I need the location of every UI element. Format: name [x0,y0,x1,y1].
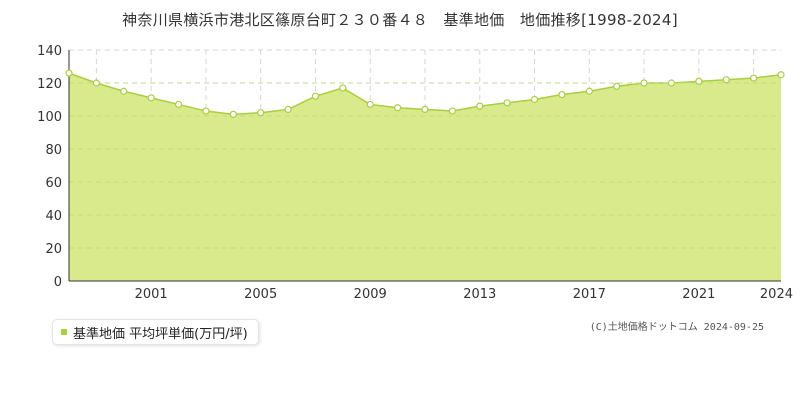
data-point [257,109,265,117]
data-point [284,105,292,114]
data-point [366,100,374,109]
chart-title: 神奈川県横浜市港北区篠原台町２３０番４８ 基準地価 地価推移[1998-2024… [122,11,678,29]
data-point [695,77,703,85]
x-tick-label: 2005 [244,287,277,302]
data-point [530,95,539,104]
legend: 基準地価 平均坪単価(万円/坪) [52,319,259,345]
data-point [448,107,456,115]
data-point [339,84,347,92]
y-tick-label: 20 [45,242,62,257]
data-point [174,100,183,109]
x-tick-label: 2024 [760,287,793,302]
y-tick-label: 100 [37,110,62,125]
x-tick-label: 2009 [354,287,387,302]
data-point [311,92,320,100]
data-point [613,82,621,90]
x-tick-label: 2013 [463,287,496,302]
axes [68,50,781,282]
data-point [640,79,648,87]
y-tick-label: 80 [45,143,62,158]
data-point [503,99,511,107]
data-point [202,107,210,115]
data-point [558,90,566,99]
data-point [777,71,785,79]
data-point [229,110,237,118]
series-area [69,73,781,281]
y-tick-label: 140 [37,44,62,59]
y-axis-tick-labels: 0 20 40 60 80 100 120 140 [37,44,62,290]
data-point [750,74,758,82]
legend-swatch [61,329,67,335]
x-tick-label: 2001 [135,287,168,302]
data-point [421,105,429,114]
x-tick-label: 2021 [682,287,715,302]
x-tick-label: 2017 [573,287,606,302]
y-tick-label: 0 [54,275,62,290]
data-point [120,87,128,95]
legend-label: 基準地価 平均坪単価(万円/坪) [73,326,248,342]
data-point [147,94,155,102]
data-point [585,87,593,95]
data-point [667,79,676,87]
credit-text: (C)土地価格ドットコム 2024-09-25 [589,322,764,333]
data-point [65,69,73,77]
data-point [92,79,100,87]
y-tick-label: 40 [45,209,62,224]
data-markers [65,69,785,118]
data-point [476,102,484,110]
data-point [394,104,402,112]
data-point [722,76,730,84]
y-tick-label: 120 [37,77,62,92]
x-axis-tick-labels: 2001 2005 2009 2013 2017 2021 2024 [135,287,793,302]
y-tick-label: 60 [45,176,62,191]
